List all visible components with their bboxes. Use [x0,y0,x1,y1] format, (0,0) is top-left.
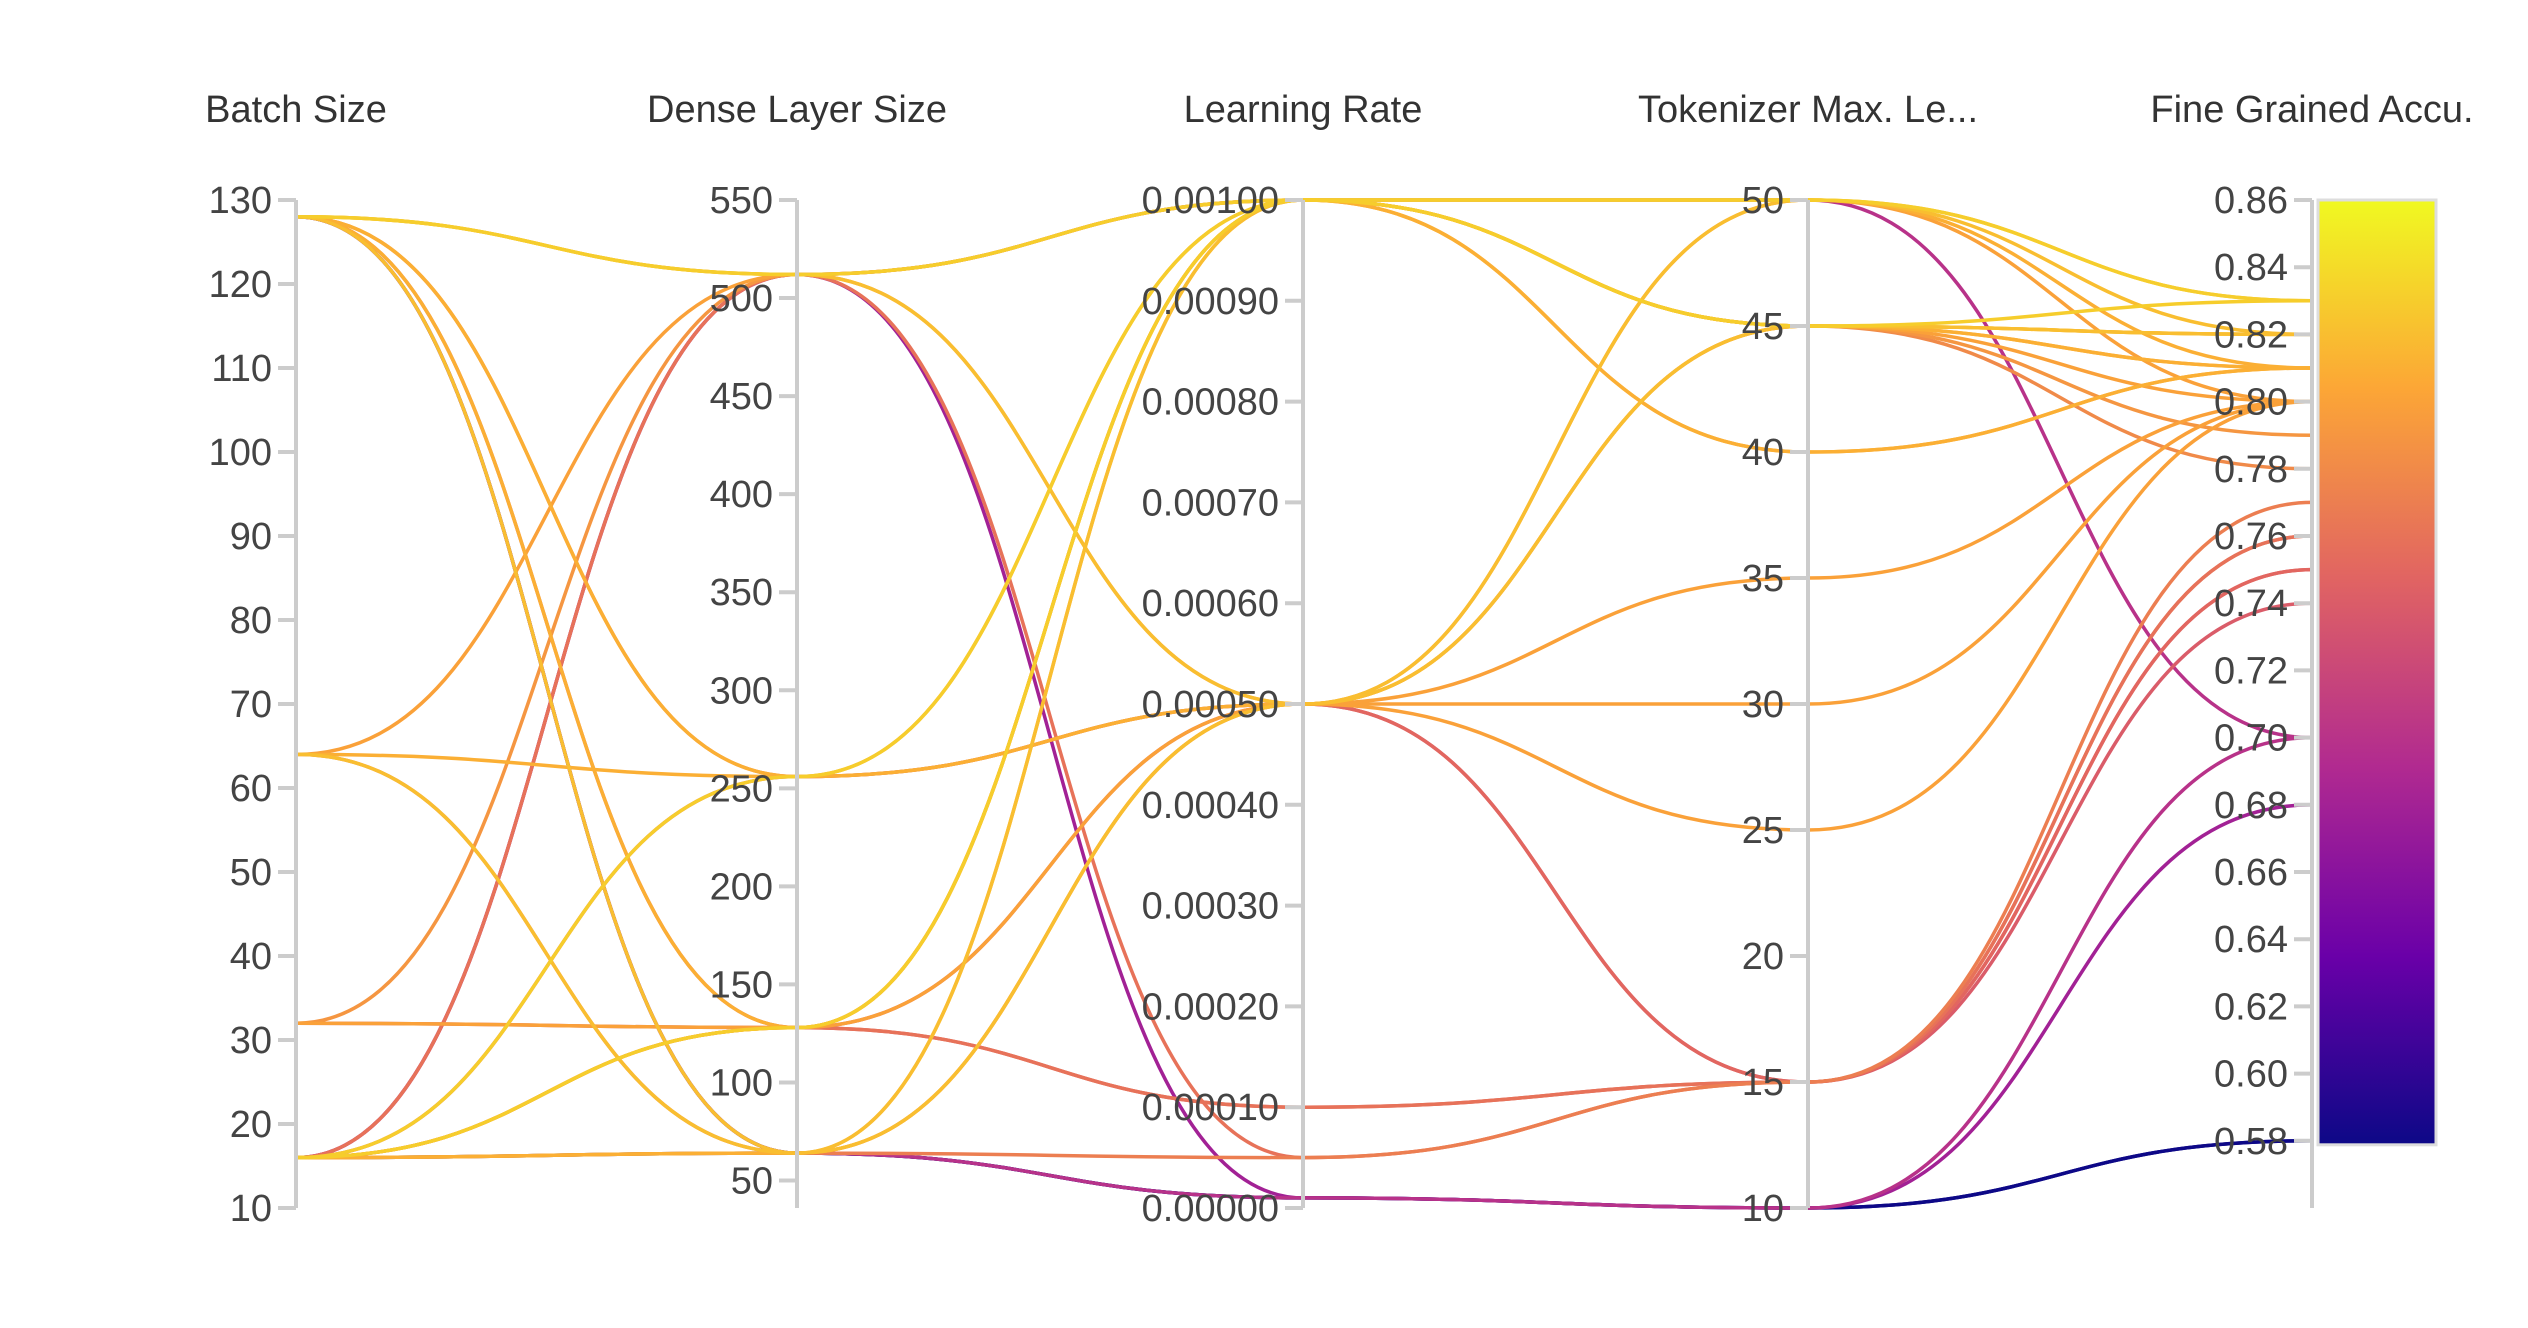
tick-label: 450 [710,376,773,418]
tick-label: 50 [731,1161,773,1203]
tick-label: 500 [710,278,773,320]
tick-label: 10 [230,1188,272,1230]
tick-label: 0.00030 [1142,886,1279,928]
tick-label: 0.64 [2214,919,2288,961]
tick-label: 0.62 [2214,986,2288,1028]
tick-label: 0.00100 [1142,180,1279,222]
tick-label: 550 [710,180,773,222]
tick-label: 40 [230,936,272,978]
tick-label: 0.00090 [1142,281,1279,323]
tick-label: 250 [710,768,773,810]
tick-label: 300 [710,670,773,712]
tick-label: 50 [230,852,272,894]
tick-label: 0.68 [2214,785,2288,827]
tick-label: 0.74 [2214,583,2288,625]
tick-label: 0.72 [2214,650,2288,692]
tick-label: 0.00020 [1142,986,1279,1028]
polylines-layer [294,198,2314,1210]
tick-label: 130 [209,180,272,222]
tick-label: 30 [1742,684,1784,726]
tick-label: 100 [710,1062,773,1104]
tick-label: 15 [1742,1062,1784,1104]
tick-label: 60 [230,768,272,810]
tick-label: 0.00070 [1142,482,1279,524]
tick-label: 0.00010 [1142,1087,1279,1129]
axes-layer: Batch Size 130 120 110 100 90 80 70 60 50 40 30 20 10… [205,89,2473,1230]
tick-label: 45 [1742,306,1784,348]
tick-label: 10 [1742,1188,1784,1230]
tick-label: 90 [230,516,272,558]
tick-label: 35 [1742,558,1784,600]
axis-4[interactable]: Fine Grained Accu. 0.86 0.84 0.82 0.80 0.78 0.… [2150,89,2474,1208]
tick-label: 0.60 [2214,1054,2288,1096]
axis-title: Learning Rate [1184,89,1423,131]
axis-title: Batch Size [205,89,387,131]
tick-label: 0.86 [2214,180,2288,222]
series-line-29 [294,198,2314,1160]
tick-label: 0.00060 [1142,583,1279,625]
colorbar-gradient [2316,198,2438,1147]
tick-label: 0.84 [2214,247,2288,289]
axis-0[interactable]: Batch Size 130 120 110 100 90 80 70 60 50 40 30 20 10 [205,89,387,1230]
colorbar [2316,198,2438,1147]
axis-title: Fine Grained Accu. [2150,89,2473,131]
tick-label: 200 [710,866,773,908]
axis-3[interactable]: Tokenizer Max. Le... 50 45 40 35 30 25 20 15 10 [1638,89,1978,1230]
tick-label: 150 [710,964,773,1006]
tick-label: 40 [1742,432,1784,474]
tick-label: 0.82 [2214,314,2288,356]
tick-label: 0.66 [2214,852,2288,894]
tick-label: 20 [1742,936,1784,978]
tick-label: 0.00080 [1142,382,1279,424]
tick-label: 100 [209,432,272,474]
tick-label: 400 [710,474,773,516]
tick-label: 120 [209,264,272,306]
axis-2[interactable]: Learning Rate 0.00100 0.00090 0.00080 0.0007… [1142,89,1423,1230]
axis-title: Tokenizer Max. Le... [1638,89,1978,131]
tick-label: 350 [710,572,773,614]
tick-label: 70 [230,684,272,726]
tick-label: 0.00000 [1142,1188,1279,1230]
tick-label: 50 [1742,180,1784,222]
tick-label: 0.58 [2214,1121,2288,1163]
tick-label: 110 [211,348,272,390]
tick-label: 80 [230,600,272,642]
tick-label: 0.70 [2214,718,2288,760]
tick-label: 0.78 [2214,449,2288,491]
series-line-14 [294,198,2314,1160]
axis-title: Dense Layer Size [647,89,947,131]
tick-label: 20 [230,1104,272,1146]
tick-label: 0.80 [2214,382,2288,424]
tick-label: 0.00040 [1142,785,1279,827]
tick-label: 25 [1742,810,1784,852]
tick-label: 0.00050 [1142,684,1279,726]
tick-label: 30 [230,1020,272,1062]
axis-1[interactable]: Dense Layer Size 550 500 450 400 350 300 250 200… [647,89,947,1208]
tick-label: 0.76 [2214,516,2288,558]
